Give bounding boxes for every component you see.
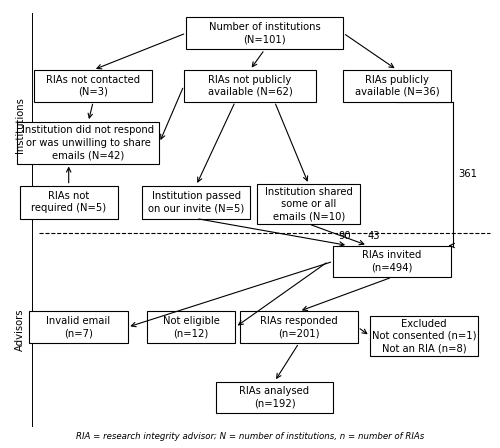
Text: RIAs not publicly
available (N=62): RIAs not publicly available (N=62) bbox=[208, 74, 292, 97]
FancyBboxPatch shape bbox=[216, 382, 334, 413]
Text: RIAs responded
(n=201): RIAs responded (n=201) bbox=[260, 316, 338, 338]
Text: Not eligible
(n=12): Not eligible (n=12) bbox=[163, 316, 220, 338]
Text: Institution passed
on our invite (N=5): Institution passed on our invite (N=5) bbox=[148, 191, 244, 213]
FancyBboxPatch shape bbox=[30, 311, 128, 343]
FancyBboxPatch shape bbox=[370, 316, 478, 356]
Text: Advisors: Advisors bbox=[14, 308, 24, 351]
FancyBboxPatch shape bbox=[240, 311, 358, 343]
FancyBboxPatch shape bbox=[142, 185, 250, 219]
Text: RIAs publicly
available (N=36): RIAs publicly available (N=36) bbox=[354, 74, 440, 97]
Text: RIAs not
required (N=5): RIAs not required (N=5) bbox=[31, 191, 106, 213]
FancyBboxPatch shape bbox=[258, 185, 360, 224]
FancyBboxPatch shape bbox=[34, 70, 152, 102]
FancyBboxPatch shape bbox=[18, 122, 160, 164]
Text: Institution shared
some or all
emails (N=10): Institution shared some or all emails (N… bbox=[265, 187, 352, 222]
Text: 90: 90 bbox=[338, 231, 351, 241]
Text: Institution did not respond
or was unwilling to share
emails (N=42): Institution did not respond or was unwil… bbox=[22, 125, 154, 160]
Text: Number of institutions
(N=101): Number of institutions (N=101) bbox=[209, 22, 320, 44]
FancyBboxPatch shape bbox=[147, 311, 236, 343]
FancyBboxPatch shape bbox=[186, 17, 343, 49]
Text: Institutions: Institutions bbox=[14, 97, 24, 153]
FancyBboxPatch shape bbox=[343, 70, 451, 102]
Text: Invalid email
(n=7): Invalid email (n=7) bbox=[46, 316, 110, 338]
Text: 361: 361 bbox=[458, 168, 477, 178]
Text: 43: 43 bbox=[368, 231, 380, 241]
Text: RIAs analysed
(n=192): RIAs analysed (n=192) bbox=[240, 386, 310, 409]
Text: RIAs not contacted
(N=3): RIAs not contacted (N=3) bbox=[46, 74, 140, 97]
FancyBboxPatch shape bbox=[20, 185, 117, 219]
FancyBboxPatch shape bbox=[334, 246, 451, 277]
Text: Excluded
Not consented (n=1)
Not an RIA (n=8): Excluded Not consented (n=1) Not an RIA … bbox=[372, 319, 476, 353]
Text: RIA = research integrity advisor; N = number of institutions, n = number of RIAs: RIA = research integrity advisor; N = nu… bbox=[76, 432, 424, 441]
FancyBboxPatch shape bbox=[184, 70, 316, 102]
Text: RIAs invited
(n=494): RIAs invited (n=494) bbox=[362, 250, 422, 272]
